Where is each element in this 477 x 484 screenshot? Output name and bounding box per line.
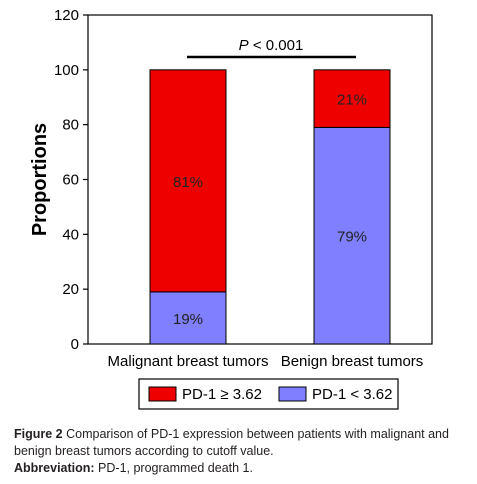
bar-data-label: 79%	[337, 229, 367, 246]
figure-description: Comparison of PD-1 expression between pa…	[14, 427, 449, 458]
figure-caption-text: Figure 2 Comparison of PD-1 expression b…	[14, 426, 466, 460]
bar-segment	[149, 69, 227, 293]
legend-label: PD-1 ≥ 3.62	[182, 386, 262, 403]
y-axis-label: Proportions	[29, 123, 51, 236]
y-tick-label: 100	[54, 62, 79, 79]
significance-annotation: P < 0.001	[239, 37, 304, 54]
bar-segment	[149, 291, 227, 345]
legend-swatch	[148, 386, 177, 402]
legend-label: PD-1 < 3.62	[312, 386, 392, 403]
bar-data-label: 81%	[173, 174, 203, 191]
y-tick-label: 20	[62, 281, 79, 298]
bar-data-label: 21%	[337, 92, 367, 109]
bar-data-label: 19%	[173, 311, 203, 328]
legend-swatch	[278, 386, 307, 402]
y-tick-label: 120	[54, 7, 79, 24]
figure-caption: Figure 2 Comparison of PD-1 expression b…	[14, 426, 466, 477]
legend-box	[138, 378, 399, 410]
x-category-label: Malignant breast tumors	[108, 353, 269, 370]
y-tick-label: 0	[71, 336, 79, 353]
stacked-bar-chart: 0 20 40 60 80 100 120 Proportions 19% 81% Malignan…	[29, 7, 433, 410]
y-tick-label: 80	[62, 117, 79, 134]
y-tick-label: 60	[62, 172, 79, 189]
abbreviation-label: Abbreviation:	[14, 461, 95, 475]
bar-segment	[313, 69, 391, 128]
y-tick-label: 40	[62, 226, 79, 243]
abbreviation-text: PD-1, programmed death 1.	[94, 461, 253, 475]
abbreviation-note: Abbreviation: PD-1, programmed death 1.	[14, 460, 466, 477]
bar-segment	[313, 126, 391, 345]
x-category-label: Benign breast tumors	[281, 353, 424, 370]
figure-label: Figure 2	[14, 427, 63, 441]
